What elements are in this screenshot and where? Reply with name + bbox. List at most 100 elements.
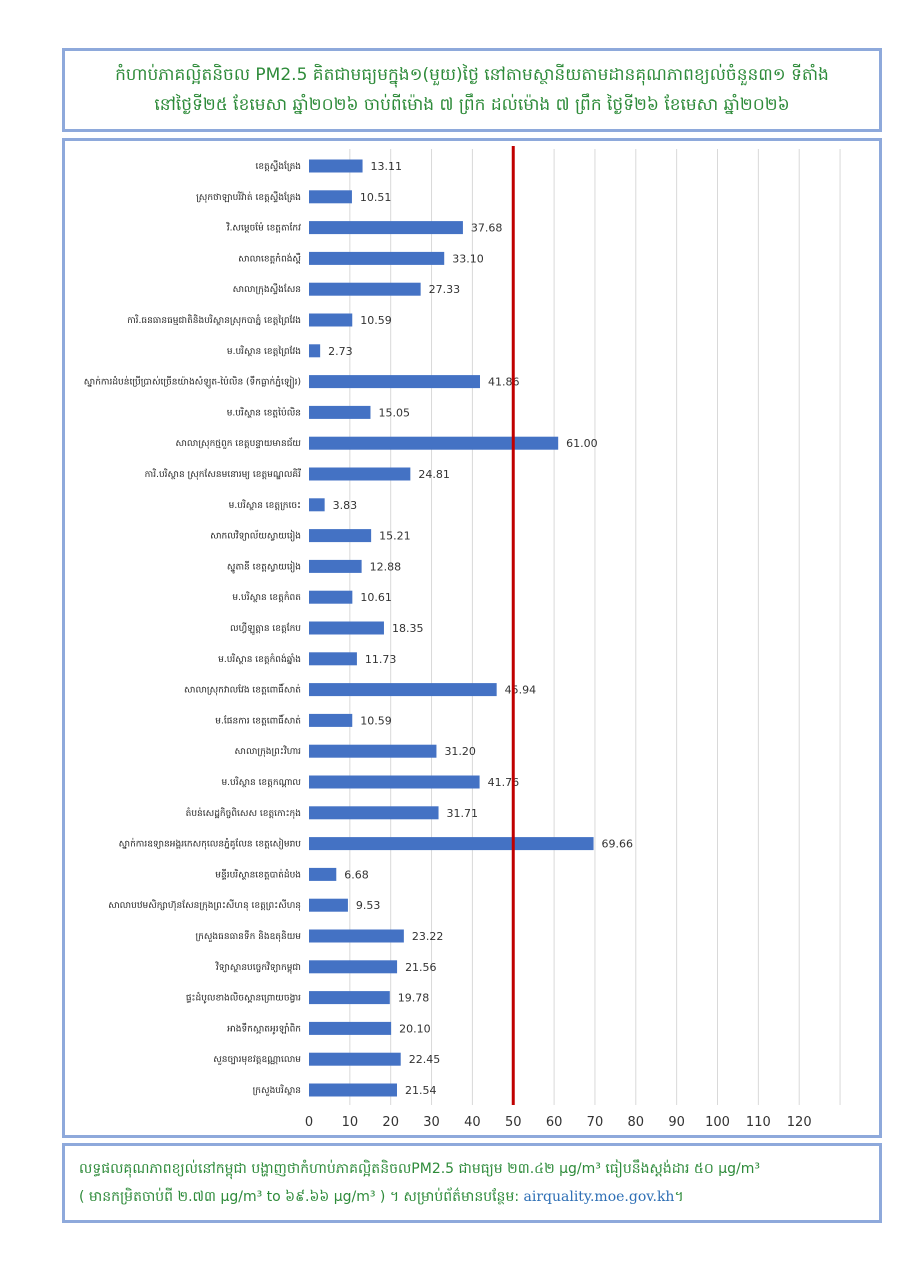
chart-title-box: កំហាប់ភាគល្អិតនិចល PM2.5 គិតជាមធ្យមក្នុង… — [62, 48, 882, 132]
bar — [309, 929, 404, 943]
category-label: ការិ.បរិស្ថាន ស្រុកសែនមនោរម្យ ខេត្តមណ្ឌល… — [145, 468, 301, 480]
x-tick-label: 120 — [787, 1115, 812, 1130]
chart-title-line-2: នៅថ្ងៃទី២៥ ខែមេសា ឆ្នាំ២០២៦ ចាប់ពីម៉ោង ៧… — [154, 95, 790, 115]
category-label: ក្រសួងបរិស្ថាន — [253, 1084, 301, 1096]
bar — [309, 867, 337, 881]
bar — [309, 559, 362, 573]
bar — [309, 806, 439, 820]
data-label: 10.61 — [360, 591, 392, 604]
category-label: សាលាក្រុងព្រះវិហារ — [235, 745, 302, 757]
bar — [309, 159, 363, 173]
category-label: វិទ្យាស្ថានបច្ចេកវិទ្យាកម្ពុជា — [215, 961, 301, 974]
bar — [309, 1021, 392, 1035]
category-label: ម.បរិស្ថាន ខេត្តក្រចេះ — [229, 499, 301, 511]
data-label: 21.56 — [405, 961, 437, 974]
chart-title-line-1: កំហាប់ភាគល្អិតនិចល PM2.5 គិតជាមធ្យមក្នុង… — [115, 65, 829, 85]
category-label: ស្នាក់ការឧទ្យានអង្គរកេសកុលេនភ្នំគូលែន ខេ… — [119, 838, 302, 850]
category-label: ការិ.ធនធានធម្មជាតិនិងបរិស្ថានស្រុកបាភ្នំ… — [127, 314, 301, 326]
bar — [309, 344, 321, 358]
category-label: មន្ទីរបរិស្ថានខេត្តបាត់ដំបង — [215, 868, 301, 880]
bar — [309, 744, 437, 758]
bar — [309, 251, 445, 265]
category-label: ស្នាក់ការដំបន់ប្រើប្រាស់ច្រើនយ៉ាងសំឡូត-ប… — [84, 376, 301, 389]
x-tick-label: 0 — [305, 1115, 313, 1130]
summary-line-2-text: ( មានកម្រិតចាប់ពី ២.៧៣ µg/m³ to ៦៩.៦៦ µg… — [79, 1189, 524, 1205]
chart-panel: 0 10 20 30 40 50 60 70 80 90 100 110 120 ខេត្តស្ទឹងត្… — [62, 138, 882, 1138]
data-label: 11.73 — [365, 653, 397, 666]
x-tick-label: 90 — [668, 1115, 685, 1130]
bar — [309, 1083, 397, 1097]
bar — [309, 1052, 401, 1066]
data-label: 10.51 — [360, 191, 392, 204]
x-tick-label: 110 — [746, 1115, 771, 1130]
bar — [309, 991, 390, 1005]
summary-line-2: ( មានកម្រិតចាប់ពី ២.៧៣ µg/m³ to ៦៩.៦៦ µg… — [79, 1183, 879, 1211]
data-label: 23.22 — [412, 930, 444, 943]
category-label: ខេត្តស្ទឹងត្រែង — [255, 160, 301, 172]
data-label: 69.66 — [602, 838, 634, 851]
bar — [309, 375, 480, 389]
bar — [309, 960, 398, 974]
data-label: 3.83 — [333, 499, 358, 512]
x-tick-label: 80 — [628, 1115, 645, 1130]
bar — [309, 775, 480, 789]
data-label: 33.10 — [452, 252, 484, 265]
data-label: 12.88 — [370, 560, 402, 573]
data-label: 31.20 — [444, 745, 476, 758]
data-label: 9.53 — [356, 899, 381, 912]
category-label: តំបន់សេដ្ឋកិច្ចពិសេស ខេត្តកោះកុង — [186, 807, 301, 819]
x-tick-label: 10 — [342, 1115, 359, 1130]
bar — [309, 713, 353, 727]
x-tick-label: 100 — [705, 1115, 730, 1130]
x-tick-label: 70 — [587, 1115, 604, 1130]
data-label: 41.76 — [488, 776, 520, 789]
data-label: 6.68 — [344, 868, 369, 881]
category-label: ម.បរិស្ថាន ខេត្តកំពត — [232, 591, 301, 603]
category-label: ក្រសួងធនធានទឹក និងឧតុនិយម — [195, 930, 301, 942]
data-label: 22.45 — [409, 1053, 441, 1066]
bar — [309, 467, 411, 481]
bar — [309, 190, 352, 204]
bar — [309, 621, 384, 635]
data-label: 15.05 — [378, 406, 410, 419]
category-label: សាលាក្រុងស្ទឹងសែន — [233, 283, 301, 295]
data-label: 27.33 — [429, 283, 461, 296]
category-label: លហ្វីឡូត្តាន ខេត្តកែប — [230, 622, 301, 635]
bar — [309, 683, 497, 697]
data-label: 61.00 — [566, 437, 598, 450]
category-label: សាលាស្រុកថ្មពួក ខេត្តបន្ទាយមានជ័យ — [175, 437, 301, 449]
data-label: 19.78 — [398, 992, 430, 1005]
category-label: សាលាស្រុកវាលវែង ខេត្តពោធិ៍សាត់ — [184, 683, 301, 696]
bar — [309, 221, 463, 235]
category-label: ផ្ទះដំបូលខាងលិចស្ពានព្រោយចង្វារ — [186, 992, 301, 1004]
category-label: ម.ផែនការ ខេត្តពោធិ៍សាត់ — [215, 713, 301, 726]
category-label: សាលាខេត្តកំពង់ស្ពឺ — [238, 252, 301, 264]
data-label: 10.59 — [360, 714, 392, 727]
bar — [309, 837, 594, 851]
data-label: 10.59 — [360, 314, 392, 327]
data-label: 2.73 — [328, 345, 353, 358]
summary-box: លទ្ធផលគុណភាពខ្យល់នៅកម្ពុជា បង្ហាញថាកំហាប… — [62, 1143, 882, 1223]
data-label: 18.35 — [392, 622, 424, 635]
bar — [309, 405, 371, 419]
bar — [309, 590, 353, 604]
bar — [309, 898, 348, 912]
data-label: 37.68 — [471, 222, 503, 235]
x-tick-label: 20 — [382, 1115, 399, 1130]
website-link[interactable]: airquality.moe.gov.kh — [523, 1189, 675, 1205]
data-label: 20.10 — [399, 1022, 431, 1035]
bar — [309, 529, 372, 543]
bar — [309, 313, 353, 327]
data-label: 13.11 — [371, 160, 403, 173]
data-label: 31.71 — [447, 807, 479, 820]
category-label: សួនច្បារមុខវត្តឧណ្ណាលោម — [213, 1055, 301, 1065]
data-label: 24.81 — [418, 468, 450, 481]
category-label: សាកលវិទ្យាល័យស្វាយរៀង — [210, 530, 301, 542]
category-label: វិ.សម្តេចម៉ែ ខេត្តតាកែវ — [226, 222, 302, 234]
summary-line-1: លទ្ធផលគុណភាពខ្យល់នៅកម្ពុជា បង្ហាញថាកំហាប… — [79, 1161, 760, 1177]
pm25-bar-chart: 0 10 20 30 40 50 60 70 80 90 100 110 120 ខេត្តស្ទឹងត្… — [84, 146, 841, 1130]
data-label: 41.86 — [488, 376, 520, 389]
summary-line-2-end: ។ — [674, 1189, 684, 1205]
bar — [309, 436, 559, 450]
category-label: សាលាបឋមសិក្សាហ៊ុនសែនក្រុងព្រះសីហនុ ខេត្ត… — [108, 899, 301, 911]
